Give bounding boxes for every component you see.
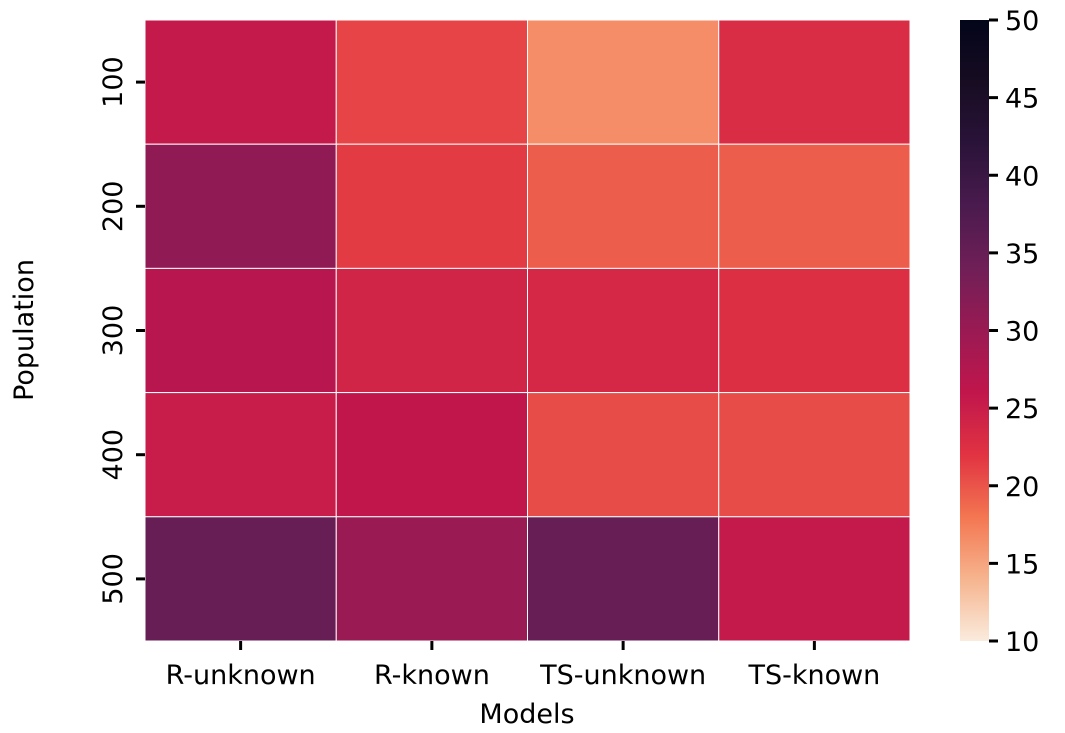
y-axis-label: Population (9, 259, 40, 401)
heatmap-cell (144, 392, 337, 518)
x-tick-label: TS-known (747, 660, 880, 691)
y-tick-label: 200 (98, 181, 129, 233)
y-tick-label: 400 (98, 429, 129, 481)
x-tick-label: R-known (374, 660, 490, 691)
heatmap-cell (144, 143, 337, 269)
colorbar-ticks: 10 15 20 25 30 35 40 45 50 (989, 6, 1039, 658)
colorbar: 10 15 20 25 30 35 40 45 50 (960, 6, 1039, 658)
heatmap-cell (527, 19, 720, 145)
heatmap-cell (144, 516, 337, 642)
heatmap-cell (718, 516, 911, 642)
x-tick-label: R-unknown (166, 660, 316, 691)
colorbar-tick-label: 10 (1005, 627, 1039, 658)
heatmap-cell (527, 516, 720, 642)
heatmap-cell (718, 143, 911, 269)
colorbar-tick-label: 20 (1005, 472, 1039, 503)
heatmap-cell (144, 267, 337, 394)
y-axis: 100 200 300 400 500 (98, 56, 145, 605)
x-tick-label: TS-unknown (539, 660, 706, 691)
heatmap-cell (718, 267, 911, 394)
heatmap-cell (718, 19, 911, 145)
heatmap-cell (527, 267, 720, 394)
colorbar-tick-label: 50 (1005, 6, 1039, 37)
x-axis-label: Models (479, 699, 574, 730)
y-tick-label: 300 (98, 305, 129, 357)
heatmap-cells (144, 19, 911, 642)
colorbar-tick-label: 30 (1005, 317, 1039, 348)
heatmap-cell (335, 19, 528, 145)
heatmap-cell (527, 143, 720, 269)
colorbar-tick-label: 25 (1005, 394, 1039, 425)
heatmap-cell (718, 392, 911, 518)
heatmap-cell (335, 516, 528, 642)
colorbar-tick-label: 40 (1005, 161, 1039, 192)
colorbar-gradient (960, 20, 989, 641)
heatmap-cell (335, 392, 528, 518)
x-axis: R-unknown R-known TS-unknown TS-known (166, 641, 880, 691)
heatmap-cell (527, 392, 720, 518)
colorbar-tick-label: 15 (1005, 549, 1039, 580)
heatmap-cell (335, 267, 528, 394)
y-tick-label: 500 (98, 553, 129, 605)
colorbar-tick-label: 45 (1005, 84, 1039, 115)
colorbar-tick-label: 35 (1005, 239, 1039, 270)
heatmap-cell (144, 19, 337, 145)
y-tick-label: 100 (98, 56, 129, 108)
heatmap-cell (335, 143, 528, 269)
